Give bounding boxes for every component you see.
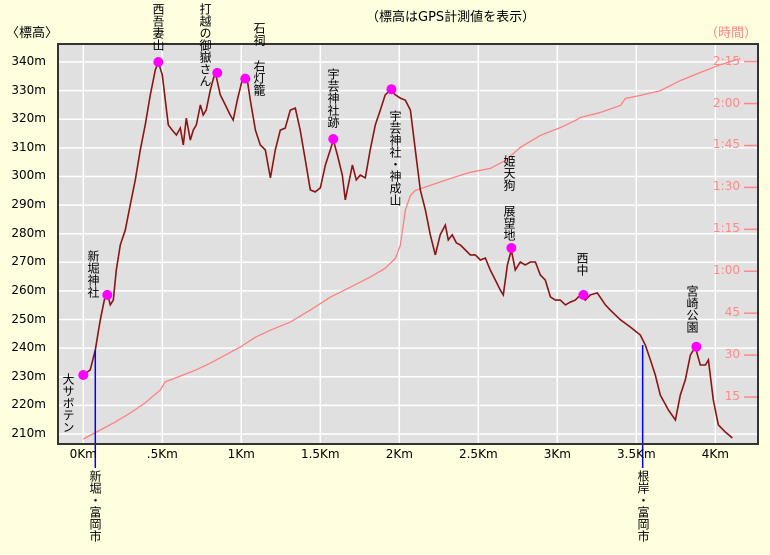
x-tick-label: 3Km (543, 447, 571, 461)
y-tick-label: 250m (11, 311, 46, 326)
landmark-marker (240, 73, 251, 84)
y-axis-label: 〈標高〉 (6, 26, 59, 41)
chart-title: （標高はGPS計測値を表示） (366, 10, 536, 25)
time-tick-label: 45 (724, 305, 740, 320)
y-tick-label: 300m (11, 168, 46, 183)
time-tick-marks (744, 60, 757, 398)
landmark-label: 宇芸神社跡 (326, 68, 340, 128)
landmark-label: 新堀神社 (86, 250, 100, 298)
landmark-label: 西中 (575, 252, 589, 276)
landmark-marker (78, 370, 89, 381)
landmark-label: 大サボテン (61, 373, 75, 433)
landmark-marker (328, 133, 339, 144)
y-tick-label: 330m (11, 82, 46, 97)
boundary-label: 新堀・富岡市 (88, 470, 102, 542)
y-tick-label: 340m (11, 54, 46, 69)
boundary-label: 根岸・富岡市 (636, 470, 650, 542)
landmark-marker (102, 289, 113, 300)
boundary-lines (94, 345, 644, 468)
time-tick-label: 2:15 (713, 53, 740, 68)
landmark-label: 西吾妻山 (151, 3, 165, 51)
landmark-label: 打越の御嶽さん (198, 3, 212, 87)
plot-border (57, 43, 759, 445)
time-tick-label: 1:30 (713, 179, 740, 194)
landmark-marker (691, 341, 702, 352)
x-tick-label: 4Km (701, 447, 729, 461)
landmark-label: 宇芸神社・神成山 (388, 110, 402, 206)
y2-axis-label: （時間） (705, 26, 758, 41)
landmark-label: 宮崎公園 (685, 285, 699, 333)
grid-lines (58, 44, 758, 444)
y-tick-label: 210m (11, 425, 46, 440)
time-tick-label: 1:00 (713, 263, 740, 278)
landmark-label: 石祠 右灯籠 (252, 22, 266, 96)
x-tick-label: 2Km (385, 447, 413, 461)
y-tick-label: 220m (11, 397, 46, 412)
x-tick-label: 1.5Km (300, 447, 340, 461)
y-tick-label: 270m (11, 254, 46, 269)
x-tick-label: 2.5Km (458, 447, 498, 461)
x-tick-label: 0Km (69, 447, 97, 461)
x-tick-label: 3.5Km (617, 447, 656, 461)
y-tick-label: 290m (11, 197, 46, 212)
y-tick-label: 230m (11, 368, 46, 383)
y-tick-label: 310m (11, 139, 46, 154)
y-tick-label: 280m (11, 225, 46, 240)
time-tick-label: 2:00 (713, 95, 740, 110)
x-tick-label: .5Km (146, 447, 178, 461)
time-tick-label: 30 (724, 347, 740, 362)
time-tick-label: 1:15 (713, 221, 740, 236)
y-tick-label: 260m (11, 282, 46, 297)
landmark-marker (578, 289, 589, 300)
landmark-marker (386, 84, 397, 95)
landmark-label: 姫天狗 展望地 (502, 155, 516, 241)
y-tick-label: 240m (11, 340, 46, 355)
time-tick-label: 1:45 (713, 137, 740, 152)
landmark-marker (153, 57, 164, 68)
time-tick-label: 15 (724, 389, 740, 404)
landmark-markers (78, 57, 702, 381)
landmark-marker (212, 67, 223, 78)
y-tick-label: 320m (11, 111, 46, 126)
x-tick-label: 1Km (227, 447, 255, 461)
time-series-line (82, 57, 741, 440)
landmark-marker (506, 243, 517, 254)
elevation-series-line (82, 59, 733, 439)
